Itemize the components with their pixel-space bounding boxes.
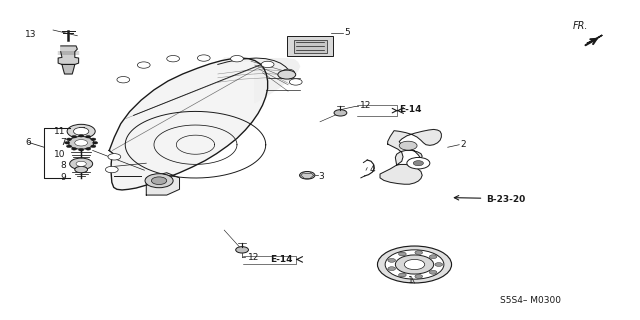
Text: 12: 12 <box>360 101 372 110</box>
Circle shape <box>106 166 118 173</box>
Circle shape <box>86 148 91 150</box>
Circle shape <box>72 148 77 150</box>
Text: 8: 8 <box>60 161 66 170</box>
Circle shape <box>435 263 443 267</box>
Circle shape <box>145 174 173 188</box>
Polygon shape <box>147 173 179 195</box>
Text: 12: 12 <box>248 253 259 262</box>
Circle shape <box>385 250 444 279</box>
Circle shape <box>91 145 96 148</box>
Circle shape <box>152 177 167 185</box>
Circle shape <box>67 145 72 148</box>
Text: 2: 2 <box>461 140 466 148</box>
Text: E-14: E-14 <box>270 255 292 264</box>
Circle shape <box>75 166 88 173</box>
Circle shape <box>429 255 437 259</box>
Text: E-14: E-14 <box>399 105 422 114</box>
Circle shape <box>399 273 406 277</box>
Circle shape <box>91 138 96 140</box>
Text: 11: 11 <box>54 127 66 136</box>
Circle shape <box>300 172 315 179</box>
Circle shape <box>429 270 437 274</box>
Circle shape <box>261 61 274 68</box>
Text: 7: 7 <box>60 138 66 147</box>
Text: 3: 3 <box>318 172 324 181</box>
Circle shape <box>117 76 130 83</box>
Circle shape <box>76 161 86 166</box>
Polygon shape <box>62 64 75 74</box>
Circle shape <box>86 135 91 138</box>
Circle shape <box>70 158 93 170</box>
Text: 1: 1 <box>408 276 414 285</box>
Circle shape <box>404 260 425 270</box>
Text: S5S4– M0300: S5S4– M0300 <box>500 296 561 305</box>
Circle shape <box>74 127 89 135</box>
Circle shape <box>396 255 434 274</box>
Circle shape <box>407 157 430 169</box>
Text: 13: 13 <box>25 30 36 39</box>
Text: 10: 10 <box>54 150 66 159</box>
Circle shape <box>399 141 417 150</box>
Circle shape <box>67 138 72 140</box>
Circle shape <box>138 62 150 68</box>
Polygon shape <box>380 129 442 184</box>
Circle shape <box>93 141 98 144</box>
Circle shape <box>79 148 84 151</box>
Circle shape <box>68 136 94 149</box>
Circle shape <box>72 135 77 138</box>
Circle shape <box>236 247 248 253</box>
Circle shape <box>79 134 84 137</box>
Circle shape <box>334 110 347 116</box>
Polygon shape <box>109 58 268 190</box>
Circle shape <box>230 55 243 62</box>
Circle shape <box>197 55 210 61</box>
Circle shape <box>413 161 424 166</box>
Circle shape <box>278 70 296 79</box>
Circle shape <box>75 140 88 146</box>
Circle shape <box>67 124 95 138</box>
Text: FR.: FR. <box>573 21 588 31</box>
Circle shape <box>415 275 422 278</box>
Text: 9: 9 <box>60 173 66 182</box>
FancyBboxPatch shape <box>294 40 327 53</box>
Circle shape <box>167 55 179 62</box>
Text: 4: 4 <box>369 165 375 174</box>
Circle shape <box>415 251 422 254</box>
Circle shape <box>65 141 70 144</box>
Circle shape <box>388 259 396 262</box>
Text: 5: 5 <box>344 28 350 37</box>
Text: 6: 6 <box>25 138 31 147</box>
Circle shape <box>388 267 396 270</box>
Circle shape <box>289 79 302 85</box>
Polygon shape <box>58 46 79 64</box>
Polygon shape <box>587 35 602 44</box>
Circle shape <box>378 246 452 283</box>
Circle shape <box>282 69 294 76</box>
Polygon shape <box>224 58 300 103</box>
Text: B-23-20: B-23-20 <box>486 195 525 204</box>
Circle shape <box>108 154 121 160</box>
FancyBboxPatch shape <box>287 36 333 56</box>
Circle shape <box>399 252 406 256</box>
